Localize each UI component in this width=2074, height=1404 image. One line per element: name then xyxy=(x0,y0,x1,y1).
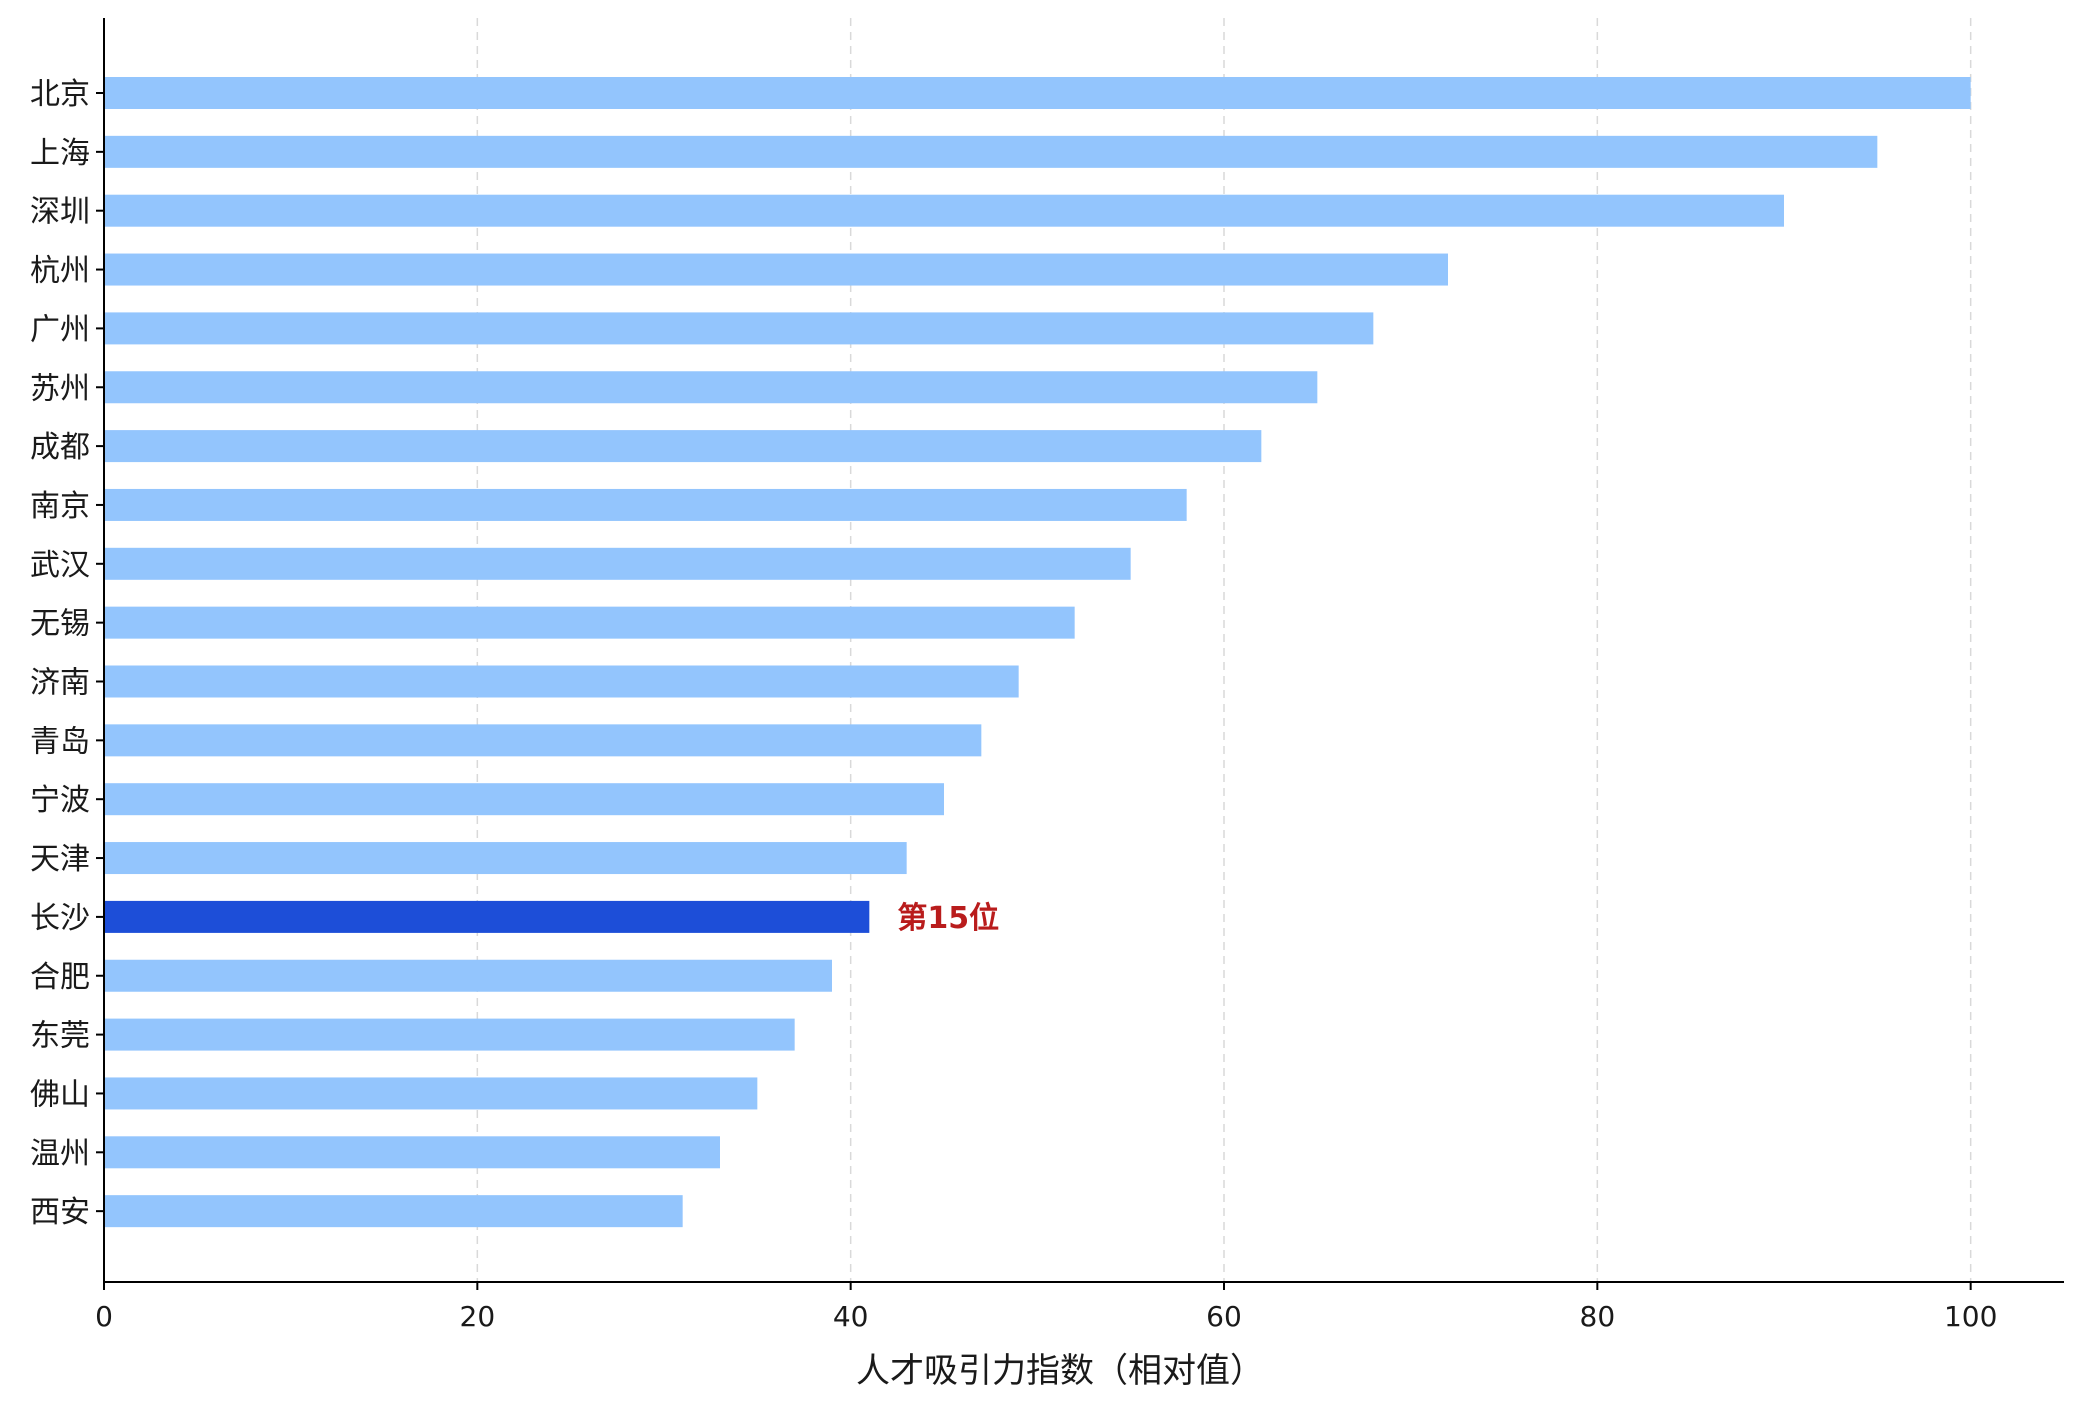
y-tick-label: 宁波 xyxy=(30,783,90,818)
y-tick-label: 无锡 xyxy=(30,607,90,642)
bar xyxy=(104,194,1784,227)
y-tick-label: 北京 xyxy=(30,77,90,112)
bar xyxy=(104,724,982,757)
bar xyxy=(104,606,1075,639)
bar-highlighted xyxy=(104,900,870,933)
y-tick-label: 西安 xyxy=(30,1195,90,1230)
bar xyxy=(104,1195,683,1228)
bar xyxy=(104,135,1878,168)
bar xyxy=(104,783,944,816)
x-tick-label: 80 xyxy=(1580,1300,1616,1333)
bar xyxy=(104,312,1374,345)
bar xyxy=(104,1077,758,1110)
y-tick-label: 广州 xyxy=(30,312,90,347)
bar xyxy=(104,488,1187,521)
x-tick-label: 0 xyxy=(95,1300,113,1333)
y-tick-label: 东莞 xyxy=(30,1019,90,1054)
bar xyxy=(104,77,1971,109)
y-tick-label: 武汉 xyxy=(30,548,90,583)
y-tick-label: 长沙 xyxy=(30,901,90,936)
bar xyxy=(104,842,907,875)
y-tick-label: 苏州 xyxy=(30,371,90,406)
x-tick-label: 60 xyxy=(1206,1300,1242,1333)
y-tick-label: 深圳 xyxy=(30,195,90,230)
axes xyxy=(103,18,2064,1283)
y-tick-label: 济南 xyxy=(30,666,90,701)
y-tick-label: 合肥 xyxy=(30,960,90,995)
y-tick-label: 南京 xyxy=(30,489,90,524)
gridlines xyxy=(476,18,1972,1282)
x-tick-label: 40 xyxy=(833,1300,869,1333)
bar xyxy=(104,1136,720,1169)
y-tick-label: 温州 xyxy=(30,1136,90,1171)
y-tick-label: 佛山 xyxy=(30,1077,90,1112)
bar xyxy=(104,1018,795,1051)
y-tick-label: 青岛 xyxy=(30,724,90,759)
bar xyxy=(104,665,1019,698)
bar xyxy=(104,547,1131,580)
bar xyxy=(104,371,1318,404)
x-tick-labels: 0 20 40 60 80 100 xyxy=(95,1282,1997,1333)
x-tick-label: 20 xyxy=(460,1300,496,1333)
bars xyxy=(104,77,1971,1228)
y-tick-label: 杭州 xyxy=(30,254,90,289)
x-tick-label: 100 xyxy=(1944,1300,1997,1333)
x-axis-title: 人才吸引力指数（相对值） xyxy=(856,1351,1264,1391)
rank-annotation: 第15位 xyxy=(897,901,999,936)
bar xyxy=(104,253,1448,286)
y-tick-label: 上海 xyxy=(30,136,90,171)
bar xyxy=(104,959,832,992)
y-tick-label: 天津 xyxy=(30,842,90,877)
y-tick-label: 成都 xyxy=(30,430,90,465)
bar xyxy=(104,430,1262,463)
